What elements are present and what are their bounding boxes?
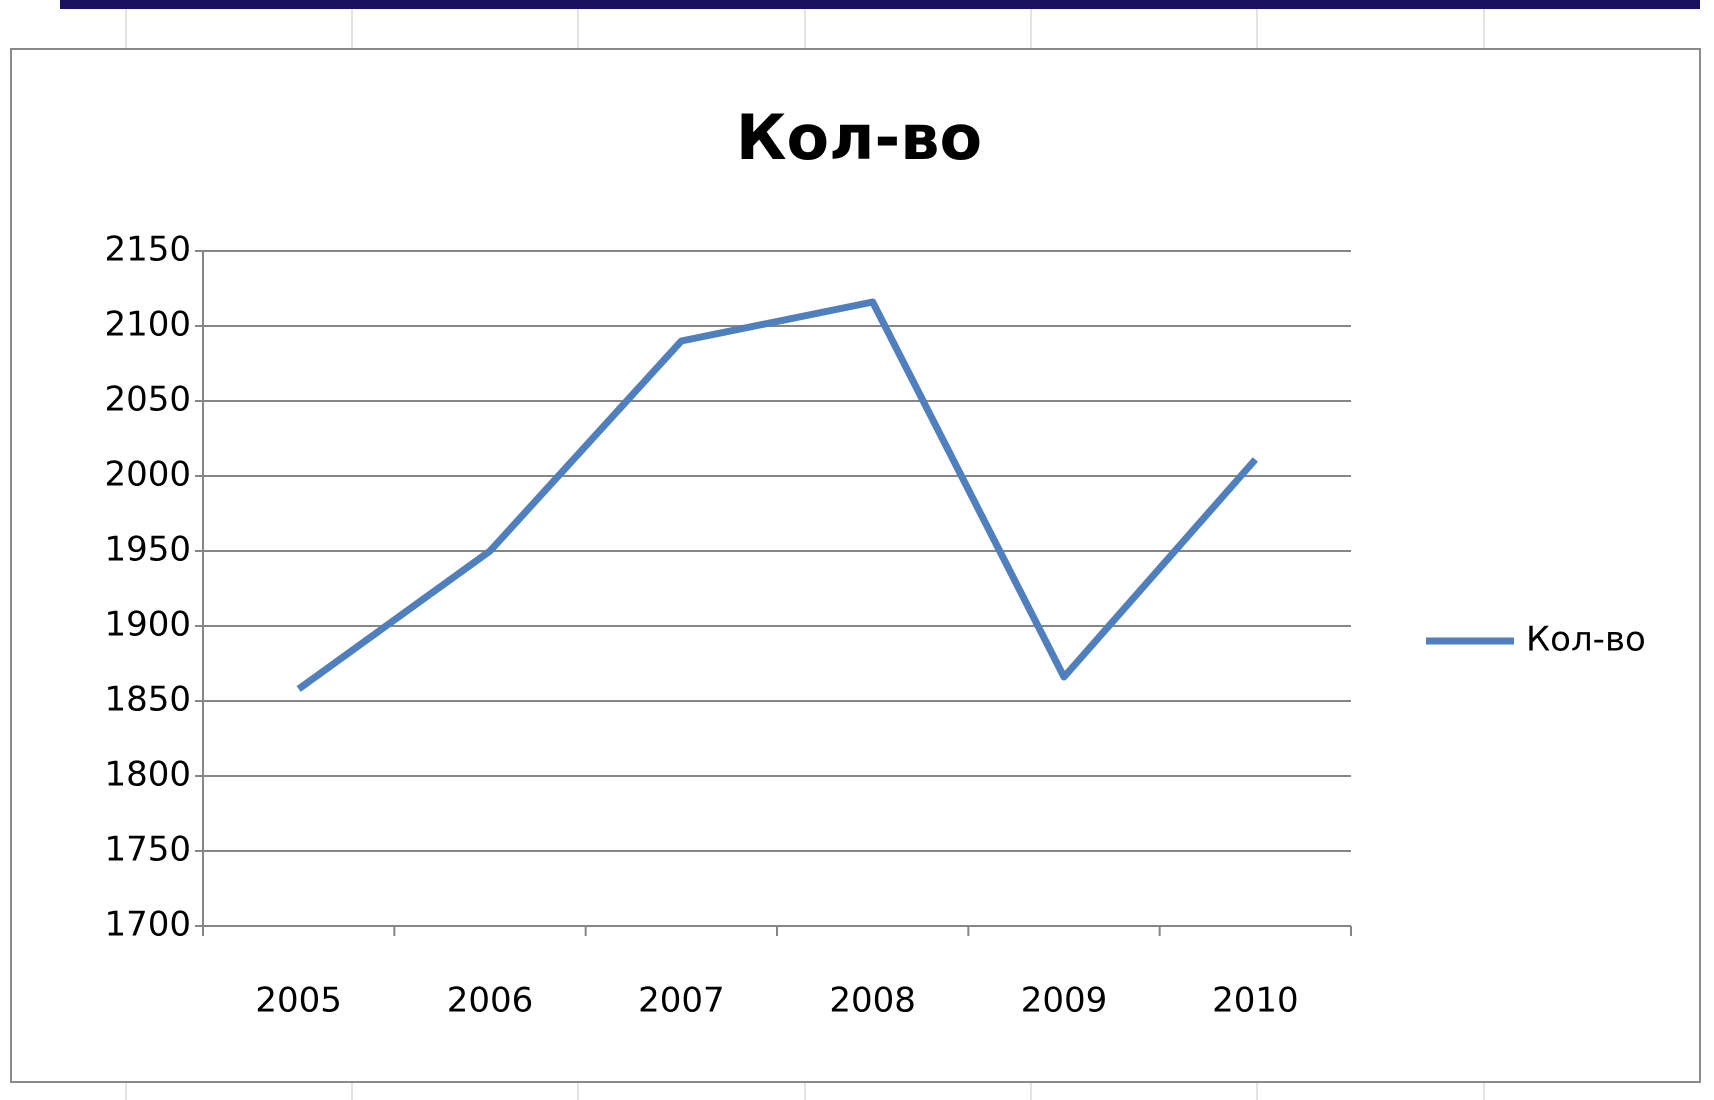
y-tick-label: 1850 — [104, 680, 191, 720]
y-tick-label: 2100 — [104, 305, 191, 345]
chart-title: Кол-во — [736, 101, 982, 174]
x-tick-label: 2006 — [447, 981, 534, 1021]
x-tick-label: 2009 — [1021, 981, 1108, 1021]
y-tick-label: 1900 — [104, 605, 191, 645]
x-tick-label: 2010 — [1212, 981, 1299, 1021]
window-bar — [60, 0, 1700, 9]
y-tick-label: 2000 — [104, 455, 191, 495]
legend-label: Кол-во — [1526, 620, 1646, 660]
y-tick-label: 2150 — [104, 230, 191, 270]
y-tick-label: 1950 — [104, 530, 191, 570]
y-tick-label: 1700 — [104, 905, 191, 945]
y-tick-label: 2050 — [104, 380, 191, 420]
x-tick-label: 2007 — [638, 981, 725, 1021]
x-tick-label: 2008 — [829, 981, 916, 1021]
data-line — [296, 298, 1258, 692]
y-tick-label: 1800 — [104, 755, 191, 795]
chart-area — [10, 48, 1701, 1083]
y-tick-label: 1750 — [104, 830, 191, 870]
x-tick-label: 2005 — [255, 981, 342, 1021]
